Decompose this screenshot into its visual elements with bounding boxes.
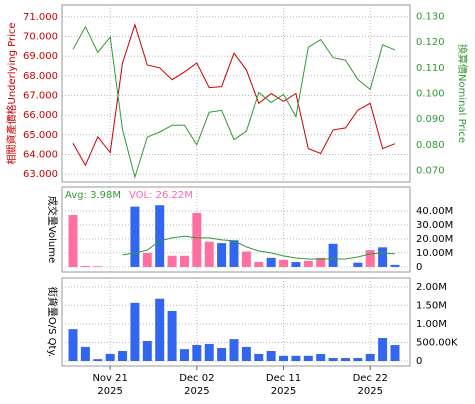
y2-tick-label: 0.070 <box>416 165 445 176</box>
bar <box>353 262 363 267</box>
bar <box>229 240 239 267</box>
x-tick-label: Dec 02 <box>179 373 214 384</box>
bar <box>155 205 165 267</box>
y-tick-label: 67.000 <box>23 90 58 101</box>
x-tick-year: 2025 <box>184 386 209 397</box>
y-tick-label: 69.000 <box>23 51 58 62</box>
bar <box>93 359 103 361</box>
y-tick-label: 1.00M <box>416 319 447 330</box>
y2-tick-label: 0.090 <box>416 114 445 125</box>
bar <box>130 206 140 267</box>
bar <box>328 358 338 361</box>
bar <box>303 355 313 361</box>
bar <box>179 349 189 361</box>
y-tick-label: 65.000 <box>23 130 58 141</box>
bar <box>241 251 251 267</box>
bar <box>217 243 227 267</box>
bar <box>130 302 140 361</box>
bar <box>328 243 338 267</box>
bar <box>204 343 214 361</box>
y-tick-label: 30.00M <box>416 220 453 231</box>
bar <box>204 241 214 267</box>
bar <box>303 260 313 267</box>
y-tick-label: 63.000 <box>23 169 58 180</box>
bar <box>254 353 264 361</box>
annotation: Avg: 3.98M <box>65 190 121 201</box>
bar <box>192 212 202 267</box>
y-axis-title: 成交量Volume <box>46 196 59 263</box>
bar <box>167 310 177 361</box>
y-tick-label: 68.000 <box>23 71 58 82</box>
bar <box>353 358 363 361</box>
y-tick-label: 0 <box>416 356 422 367</box>
bar <box>254 262 264 267</box>
bar <box>316 257 326 267</box>
y2-tick-label: 0.110 <box>416 63 445 74</box>
series-line <box>72 25 396 179</box>
y2-tick-label: 0.120 <box>416 37 445 48</box>
panel-frame <box>61 4 411 183</box>
bar <box>266 257 276 267</box>
bar <box>142 340 152 361</box>
bar <box>192 345 202 361</box>
bar <box>390 264 400 267</box>
y-tick-label: 10.00M <box>416 248 453 259</box>
bar <box>340 358 350 361</box>
y-axis-title: 街貨量O/S Qty. <box>46 287 59 357</box>
y2-axis-title: 換算價Nominal Price <box>456 44 469 143</box>
y-tick-label: 71.000 <box>23 12 58 23</box>
y-tick-label: 40.00M <box>416 206 453 217</box>
y-axis-title: 相關資產價格Underlying Price <box>5 22 18 164</box>
bar <box>241 346 251 361</box>
y-tick-label: 20.00M <box>416 234 453 245</box>
bar <box>68 215 78 267</box>
bar <box>217 348 227 361</box>
y-tick-label: 64.000 <box>23 149 58 160</box>
y-tick-label: 2.00M <box>416 282 447 293</box>
y-tick-label: 0 <box>416 262 422 273</box>
bar <box>316 353 326 361</box>
bar <box>80 265 90 267</box>
bar <box>80 346 90 361</box>
y-tick-label: 70.000 <box>23 31 58 42</box>
bar <box>365 250 375 267</box>
bar <box>105 353 115 361</box>
y2-tick-label: 0.080 <box>416 140 445 151</box>
x-tick-label: Dec 11 <box>266 373 301 384</box>
y2-tick-label: 0.130 <box>416 12 445 23</box>
y-tick-label: 1.50M <box>416 300 447 311</box>
x-tick-year: 2025 <box>271 386 296 397</box>
bar <box>229 339 239 361</box>
bar <box>167 255 177 267</box>
bar <box>365 353 375 361</box>
bar <box>68 329 78 361</box>
x-tick-year: 2025 <box>97 386 122 397</box>
x-tick-label: Dec 22 <box>353 373 388 384</box>
x-tick-year: 2025 <box>358 386 383 397</box>
y2-tick-label: 0.100 <box>416 89 445 100</box>
bar <box>279 355 289 361</box>
bar <box>155 298 165 361</box>
bar <box>390 345 400 361</box>
bar <box>118 350 128 361</box>
bar <box>93 266 103 267</box>
x-tick-label: Nov 21 <box>92 373 127 384</box>
bar <box>142 252 152 267</box>
bar <box>378 338 388 361</box>
series-line <box>72 23 396 167</box>
series-line <box>122 235 396 260</box>
bar <box>279 259 289 267</box>
bar <box>291 262 301 267</box>
bar <box>266 350 276 361</box>
y-tick-label: 500.00K <box>416 337 458 348</box>
annotation: VOL: 26.22M <box>129 190 193 201</box>
bar <box>378 247 388 267</box>
bar <box>179 255 189 267</box>
bar <box>291 355 301 361</box>
y-tick-label: 66.000 <box>23 110 58 121</box>
